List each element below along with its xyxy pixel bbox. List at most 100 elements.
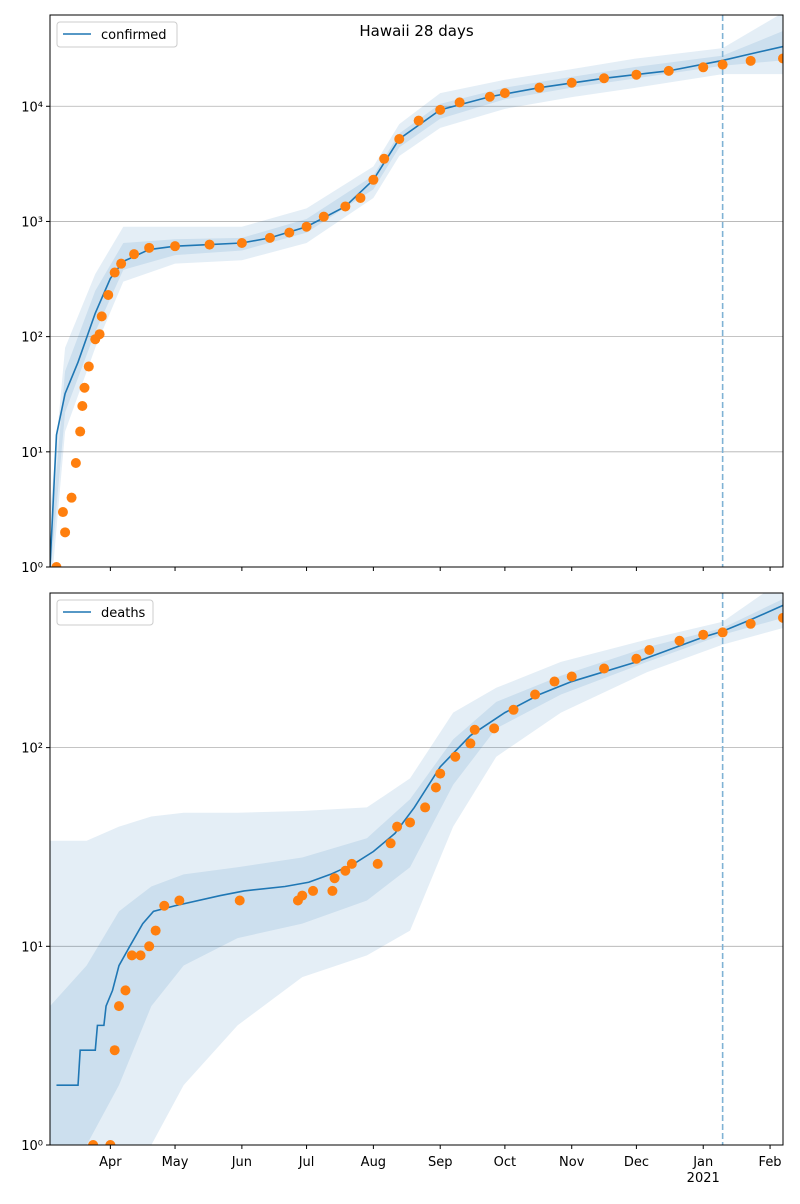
axes-frame bbox=[49, 592, 784, 1146]
observed-point bbox=[170, 241, 181, 252]
observed-point bbox=[116, 258, 127, 269]
observed-point bbox=[234, 895, 245, 906]
y-tick-label: 10¹ bbox=[21, 446, 43, 461]
observed-point bbox=[75, 426, 86, 437]
x-tick-label: Jun bbox=[231, 1155, 252, 1170]
observed-point bbox=[144, 242, 155, 253]
x-tick-label: Oct bbox=[494, 1155, 516, 1170]
observed-point bbox=[51, 562, 62, 567]
observed-point bbox=[60, 527, 71, 538]
legend-label: confirmed bbox=[101, 28, 167, 43]
confidence-band bbox=[50, 15, 783, 567]
observed-point bbox=[83, 361, 94, 372]
observed-point bbox=[284, 227, 295, 238]
observed-point bbox=[489, 723, 500, 734]
observed-point bbox=[126, 950, 137, 961]
observed-point bbox=[96, 311, 107, 322]
observed-point bbox=[79, 382, 90, 393]
observed-point bbox=[308, 885, 319, 896]
observed-point bbox=[698, 62, 709, 73]
y-tick-label: 10⁴ bbox=[21, 100, 43, 115]
observed-point bbox=[674, 635, 685, 646]
y-tick-label: 10⁰ bbox=[21, 1139, 43, 1154]
observed-point bbox=[340, 201, 351, 212]
x-tick-label: Nov bbox=[559, 1155, 585, 1170]
axes-frame bbox=[49, 14, 784, 568]
observed-point bbox=[599, 663, 610, 674]
observed-point bbox=[318, 211, 329, 222]
observed-point bbox=[301, 221, 312, 232]
observed-point bbox=[135, 950, 146, 961]
observed-point bbox=[113, 1001, 124, 1012]
observed-point bbox=[105, 1140, 116, 1145]
observed-point bbox=[129, 249, 140, 260]
legend-box bbox=[56, 599, 154, 626]
observed-point bbox=[484, 91, 495, 102]
observed-point bbox=[88, 1140, 99, 1145]
observed-point bbox=[144, 941, 155, 952]
observed-point bbox=[57, 507, 68, 518]
observed-point bbox=[70, 457, 81, 468]
observed-point bbox=[204, 239, 215, 250]
observed-point bbox=[566, 77, 577, 88]
observed-point bbox=[778, 53, 783, 64]
legend-box bbox=[56, 21, 178, 48]
observed-point bbox=[66, 492, 77, 503]
observed-point bbox=[745, 55, 756, 66]
observed-point bbox=[346, 858, 357, 869]
observed-point bbox=[379, 153, 390, 164]
observed-point bbox=[150, 925, 161, 936]
observed-point bbox=[372, 858, 383, 869]
y-tick-label: 10³ bbox=[21, 215, 43, 230]
observed-point bbox=[355, 192, 366, 203]
observed-point bbox=[94, 329, 105, 340]
observed-point bbox=[450, 751, 461, 762]
x-tick-label: Apr bbox=[99, 1155, 122, 1170]
y-tick-label: 10⁰ bbox=[21, 561, 43, 576]
observed-point bbox=[327, 885, 338, 896]
x-tick-label: Feb bbox=[759, 1155, 782, 1170]
observed-point bbox=[435, 104, 446, 115]
observed-point bbox=[392, 821, 403, 832]
observed-point bbox=[405, 817, 416, 828]
observed-point bbox=[236, 238, 247, 249]
observed-point bbox=[413, 115, 424, 126]
observed-point bbox=[385, 838, 396, 849]
observed-point bbox=[469, 724, 480, 735]
observed-point bbox=[159, 900, 170, 911]
confidence-band bbox=[50, 593, 783, 1145]
observed-point bbox=[631, 69, 642, 80]
observed-point bbox=[430, 782, 441, 793]
observed-point bbox=[644, 644, 655, 655]
observed-point bbox=[530, 689, 541, 700]
observed-point bbox=[663, 65, 674, 76]
observed-point bbox=[297, 890, 308, 901]
observed-point bbox=[717, 627, 728, 638]
observed-point bbox=[109, 1045, 120, 1056]
observed-point bbox=[631, 653, 642, 664]
observed-point bbox=[120, 985, 131, 996]
x-tick-label: Dec bbox=[624, 1155, 649, 1170]
y-tick-label: 10² bbox=[21, 331, 43, 346]
legend-label: deaths bbox=[101, 606, 146, 621]
observed-point bbox=[599, 73, 610, 84]
chart-title: Hawaii 28 days bbox=[359, 22, 473, 40]
observed-point bbox=[435, 768, 446, 779]
observed-point bbox=[103, 289, 114, 300]
model-line bbox=[56, 604, 783, 1086]
observed-point bbox=[454, 97, 465, 108]
observed-point bbox=[566, 671, 577, 682]
y-tick-label: 10² bbox=[21, 742, 43, 757]
x-tick-label: Sep bbox=[428, 1155, 453, 1170]
observed-point bbox=[745, 618, 756, 629]
observed-point bbox=[264, 232, 275, 243]
x-tick-label: May bbox=[162, 1155, 189, 1170]
observed-point bbox=[534, 82, 545, 93]
x-tick-label: Aug bbox=[361, 1155, 386, 1170]
observed-point bbox=[717, 59, 728, 70]
observed-point bbox=[420, 802, 431, 813]
y-tick-label: 10¹ bbox=[21, 940, 43, 955]
observed-point bbox=[778, 612, 783, 623]
observed-point bbox=[394, 133, 405, 144]
